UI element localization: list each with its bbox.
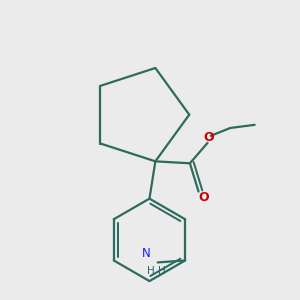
- Text: N: N: [142, 248, 151, 260]
- Text: O: O: [203, 131, 214, 144]
- Text: O: O: [198, 191, 208, 204]
- Text: H: H: [158, 266, 166, 276]
- Text: H: H: [147, 266, 155, 276]
